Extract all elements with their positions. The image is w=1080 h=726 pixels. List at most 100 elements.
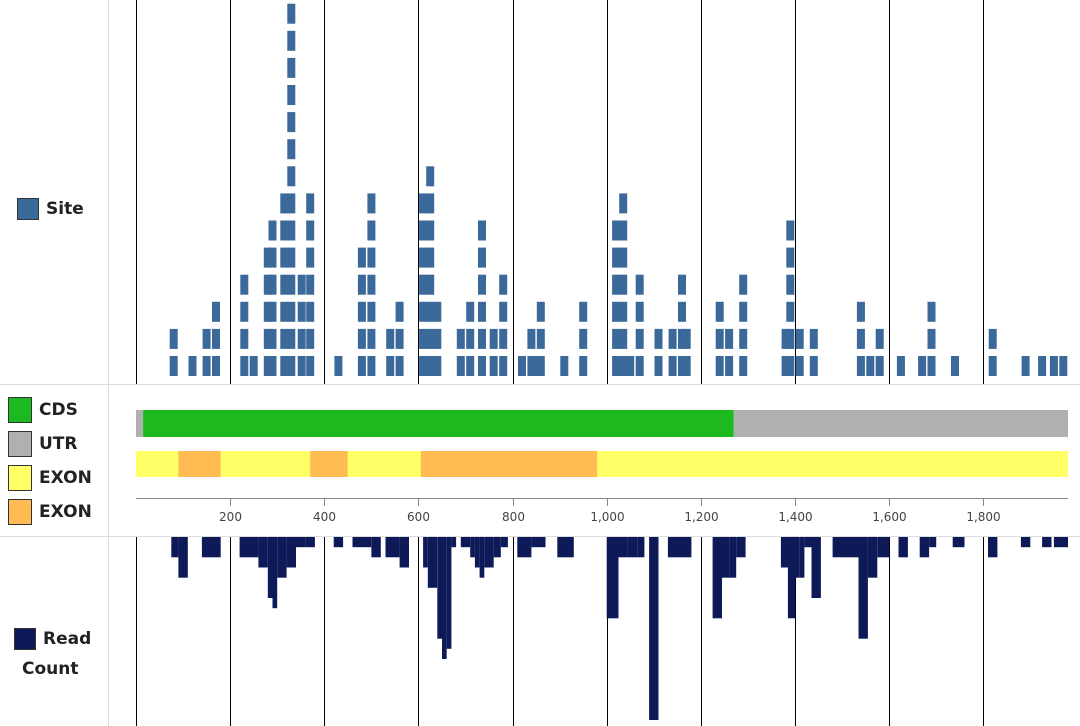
site-mark <box>786 247 795 268</box>
site-mark <box>419 247 428 268</box>
site-mark <box>212 356 220 376</box>
read-count-bar <box>832 537 859 558</box>
site-mark <box>433 356 442 376</box>
read-count-bar <box>557 537 574 558</box>
site-mark <box>202 328 211 349</box>
site-mark <box>426 274 435 295</box>
read-count-bar <box>399 537 409 568</box>
site-mark <box>518 356 526 376</box>
legend-read-count: Read Count <box>14 628 91 679</box>
x-tick-label: 200 <box>219 510 242 524</box>
site-mark <box>619 356 628 376</box>
site-mark <box>532 356 541 376</box>
site-mark <box>927 301 936 322</box>
utr-segment <box>733 410 1068 437</box>
site-mark <box>357 301 366 322</box>
site-mark <box>395 328 404 349</box>
read-count-bar <box>1020 537 1031 548</box>
site-mark <box>786 301 795 322</box>
site-mark <box>367 220 376 241</box>
site-mark <box>466 356 475 376</box>
site-mark <box>579 356 588 376</box>
site-mark <box>169 356 178 376</box>
read-count-bar <box>272 537 278 609</box>
site-mark <box>426 220 435 241</box>
site-mark <box>357 328 366 349</box>
site-mark <box>499 356 508 376</box>
site-mark <box>263 328 272 349</box>
read-count-bar <box>474 537 480 568</box>
site-mark <box>268 274 277 295</box>
site-mark <box>725 356 734 376</box>
site-mark <box>619 193 628 214</box>
x-tick-label: 1,000 <box>590 510 624 524</box>
site-mark <box>875 356 884 376</box>
x-tick-label: 800 <box>502 510 525 524</box>
site-mark <box>856 301 865 322</box>
exon-track <box>136 451 1068 477</box>
utr-segment <box>136 410 144 437</box>
site-mark <box>386 328 395 349</box>
site-mark <box>715 328 724 349</box>
read-count-bar <box>858 537 868 639</box>
exon-light-segment <box>597 451 1068 477</box>
site-mark <box>287 356 296 376</box>
read-count-bar <box>277 537 287 578</box>
site-mark <box>263 274 272 295</box>
site-mark <box>334 356 343 376</box>
site-mark <box>678 328 686 349</box>
site-mark <box>466 328 475 349</box>
site-mark <box>619 328 628 349</box>
site-mark <box>619 301 628 322</box>
site-mark <box>456 356 465 376</box>
site-mark <box>306 193 315 214</box>
site-mark <box>367 356 376 376</box>
site-mark <box>612 328 621 349</box>
site-mark <box>395 301 404 322</box>
site-mark <box>287 328 296 349</box>
site-mark <box>678 301 686 322</box>
site-mark <box>715 356 724 376</box>
site-mark <box>297 274 306 295</box>
site-mark <box>635 328 644 349</box>
read-count-bar <box>898 537 908 558</box>
utr-label: UTR <box>39 434 78 454</box>
site-mark <box>202 356 211 376</box>
site-mark <box>579 328 588 349</box>
site-mark <box>536 328 545 349</box>
read-count-bar <box>451 537 457 548</box>
site-mark <box>419 193 428 214</box>
site-mark <box>287 57 296 78</box>
site-mark <box>212 301 220 322</box>
site-mark <box>619 247 628 268</box>
read-count-bar <box>682 537 692 558</box>
read-count-bar <box>171 537 179 558</box>
read-count-bar <box>305 537 315 548</box>
site-mark <box>478 301 486 322</box>
cds-label: CDS <box>39 400 78 420</box>
site-mark <box>263 247 272 268</box>
site-mark <box>419 301 428 322</box>
site-mark <box>612 301 621 322</box>
site-mark <box>287 193 296 214</box>
exon-orange-segment <box>420 451 598 477</box>
read-count-bar <box>371 537 381 558</box>
site-mark <box>287 3 296 24</box>
site-mark <box>682 328 691 349</box>
read-count-bar <box>239 537 259 558</box>
site-mark <box>297 356 306 376</box>
read-count-bar <box>437 537 442 639</box>
site-mark <box>635 356 644 376</box>
site-mark <box>240 328 249 349</box>
read-count-bar <box>729 537 737 578</box>
site-mark <box>739 274 748 295</box>
site-mark <box>988 356 997 376</box>
read-count-bar <box>296 537 306 548</box>
site-mark <box>240 274 249 295</box>
read-count-bar <box>427 537 438 588</box>
x-tick-label: 1,600 <box>872 510 906 524</box>
read-count-bar <box>618 537 628 558</box>
x-tick-label: 600 <box>407 510 430 524</box>
site-mark <box>280 301 289 322</box>
site-mark <box>654 356 663 376</box>
